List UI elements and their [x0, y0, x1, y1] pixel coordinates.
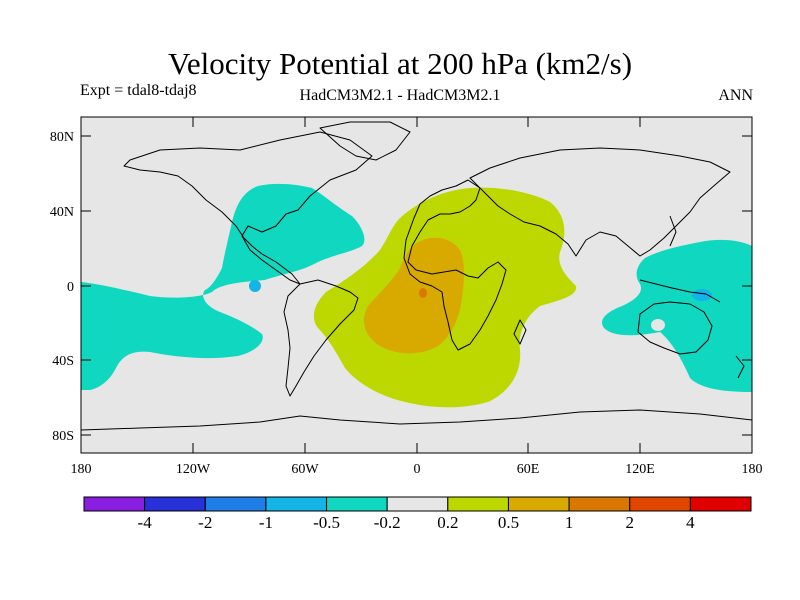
- lat-label: 40S: [52, 354, 74, 369]
- positive-anomaly-inner: [364, 237, 464, 354]
- colorbar-swatch: [204, 496, 267, 512]
- positive-anomaly-core: [419, 288, 427, 298]
- lat-label: 0: [67, 280, 74, 295]
- model-label: HadCM3M2.1 - HadCM3M2.1: [299, 87, 501, 104]
- colorbar-label: 4: [686, 513, 695, 532]
- lon-label: 60E: [517, 462, 540, 477]
- colorbar-label: 2: [625, 513, 634, 532]
- lon-label: 120W: [176, 462, 211, 477]
- colorbar: -4 -2 -1 -0.5 -0.2 0.2 0.5 1 2 4: [83, 496, 752, 532]
- negative-anomaly-core: [249, 280, 261, 292]
- colorbar-label: 1: [565, 513, 574, 532]
- colorbar-label: 0.5: [498, 513, 519, 532]
- colorbar-label: 0.2: [437, 513, 458, 532]
- colorbar-label: -0.2: [374, 513, 401, 532]
- colorbar-label: -1: [259, 513, 273, 532]
- colorbar-swatch: [629, 496, 691, 512]
- coastlines: [81, 121, 752, 431]
- colorbar-swatch: [447, 496, 509, 512]
- y-axis-ticks: [81, 135, 752, 436]
- coastline-north-america: [123, 131, 373, 285]
- experiment-label: Expt = tdal8-tdaj8: [80, 82, 197, 99]
- x-axis-ticks: [192, 117, 641, 453]
- coastline-indonesia: [639, 279, 721, 303]
- colorbar-swatch: [689, 496, 752, 512]
- season-label: ANN: [718, 87, 753, 104]
- colorbar-label: -0.5: [313, 513, 340, 532]
- lon-label: 180: [742, 462, 763, 477]
- colorbar-swatch: [568, 496, 631, 512]
- coastline-eurasia: [469, 147, 731, 257]
- lat-label: 80N: [50, 130, 74, 145]
- negative-anomaly-western-pacific-australia: [602, 239, 752, 392]
- lon-label: 60W: [291, 462, 319, 477]
- coastline-new-zealand: [735, 355, 745, 379]
- colorbar-swatch: [386, 496, 449, 512]
- colorbar-swatch: [265, 496, 328, 512]
- negative-anomaly-core-wp: [692, 289, 712, 301]
- coastline-europe-africa: [403, 179, 507, 351]
- negative-anomaly-eastern-pacific-americas: [81, 183, 365, 390]
- coastline-madagascar: [513, 319, 527, 345]
- page-title: Velocity Potential at 200 hPa (km2/s): [167, 46, 633, 81]
- coastline-antarctica: [81, 409, 752, 431]
- colorbar-label: -2: [198, 513, 212, 532]
- lon-label: 0: [414, 462, 421, 477]
- positive-anomaly-hole-australia: [651, 319, 665, 331]
- lon-label: 180: [71, 462, 92, 477]
- coastline-japan: [669, 215, 677, 247]
- colorbar-label: -4: [138, 513, 153, 532]
- coastline-australia: [637, 301, 713, 355]
- lon-label: 120E: [625, 462, 655, 477]
- coastline-south-america: [283, 279, 359, 397]
- lat-label: 80S: [52, 429, 74, 444]
- colorbar-swatch: [507, 496, 570, 512]
- lat-label: 40N: [50, 205, 74, 220]
- colorbar-swatch: [144, 496, 206, 512]
- coastline-greenland: [319, 121, 411, 161]
- colorbar-swatch: [326, 496, 388, 512]
- colorbar-swatch: [83, 496, 146, 512]
